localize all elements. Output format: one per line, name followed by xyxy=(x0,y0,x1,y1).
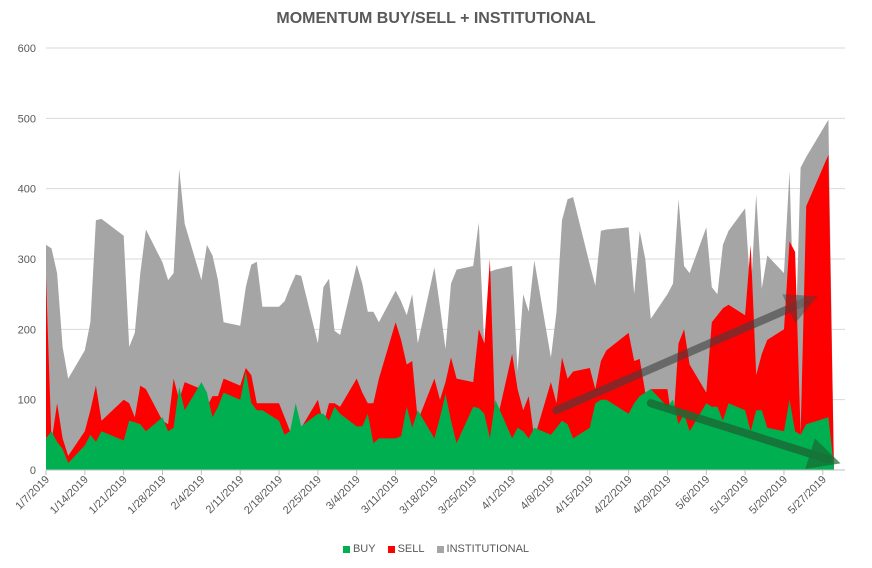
y-tick-label: 300 xyxy=(18,254,36,266)
x-tick-label: 4/8/2019 xyxy=(518,474,557,513)
y-tick-label: 200 xyxy=(18,324,36,336)
y-tick-label: 500 xyxy=(18,113,36,125)
x-tick-label: 4/1/2019 xyxy=(479,474,518,513)
y-tick-label: 400 xyxy=(18,184,36,196)
chart-title: MOMENTUM BUY/SELL + INSTITUTIONAL xyxy=(276,10,596,27)
x-tick-label: 2/4/2019 xyxy=(169,474,208,513)
x-tick-label: 5/20/2019 xyxy=(747,474,790,517)
x-tick-label: 2/11/2019 xyxy=(204,474,247,517)
x-tick-label: 4/29/2019 xyxy=(630,474,673,517)
x-tick-label: 4/15/2019 xyxy=(553,474,596,517)
x-tick-label: 5/27/2019 xyxy=(786,474,829,517)
trend-arrow-2 xyxy=(646,399,841,469)
x-tick-label: 4/22/2019 xyxy=(592,474,635,517)
y-tick-label: 600 xyxy=(18,43,36,55)
area-series-group xyxy=(46,119,834,470)
x-tick-label: 3/18/2019 xyxy=(397,474,440,517)
trend-arrow-1 xyxy=(552,294,818,415)
legend-label: INSTITUTIONAL xyxy=(446,543,530,556)
legend-swatch xyxy=(387,545,395,553)
x-tick-label: 2/25/2019 xyxy=(281,474,324,517)
x-tick-label: 1/14/2019 xyxy=(48,474,91,517)
y-tick-label: 0 xyxy=(30,465,36,477)
legend-item-sell: SELL xyxy=(387,543,425,556)
area-buy xyxy=(46,371,834,470)
legend-label: BUY xyxy=(352,543,376,556)
x-tick-label: 3/4/2019 xyxy=(324,474,363,513)
x-tick-label: 1/21/2019 xyxy=(87,474,130,517)
x-tick-label: 3/25/2019 xyxy=(436,474,479,517)
x-tick-label: 2/18/2019 xyxy=(242,474,285,517)
x-tick-label: 5/6/2019 xyxy=(674,474,713,513)
legend-item-institutional: INSTITUTIONAL xyxy=(436,543,530,556)
x-tick-label: 5/13/2019 xyxy=(708,474,751,517)
legend: BUY SELL INSTITUTIONAL xyxy=(0,543,872,555)
x-tick-label: 3/11/2019 xyxy=(359,474,402,517)
x-tick-label: 1/28/2019 xyxy=(126,474,169,517)
legend-swatch xyxy=(436,545,444,553)
legend-item-buy: BUY xyxy=(342,543,376,556)
y-tick-label: 100 xyxy=(18,395,36,407)
legend-label: SELL xyxy=(397,543,425,556)
legend-swatch xyxy=(342,545,350,553)
x-tick-label: 1/7/2019 xyxy=(13,474,52,513)
trend-arrows xyxy=(552,294,841,469)
